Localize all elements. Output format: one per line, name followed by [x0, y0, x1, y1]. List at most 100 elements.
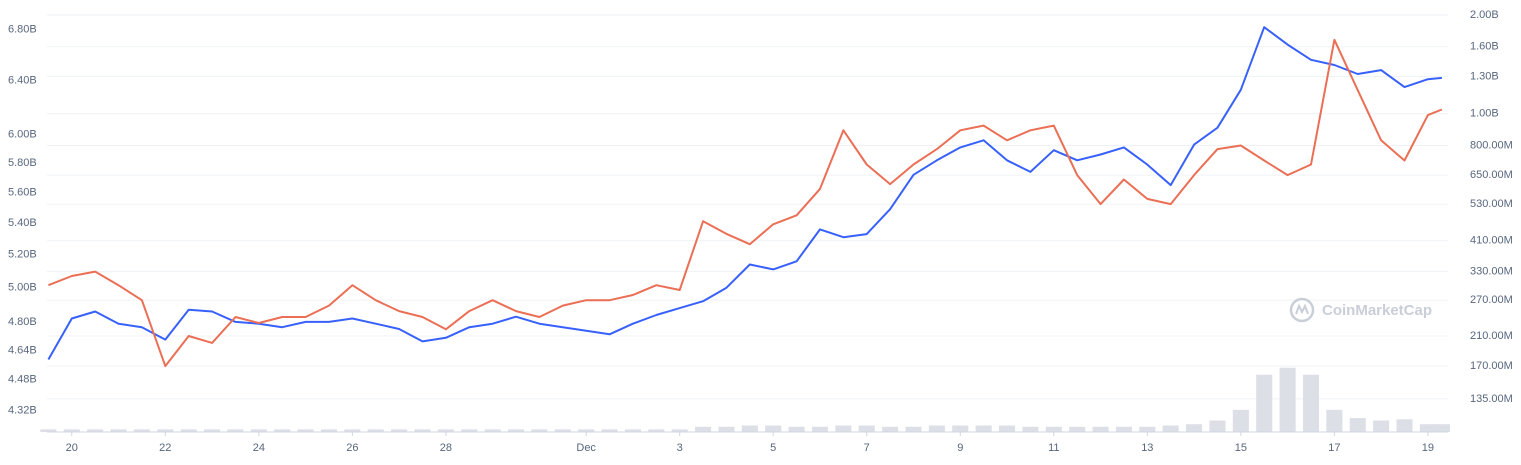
- volume-bar: [1209, 420, 1226, 432]
- volume-bar: [1092, 426, 1109, 432]
- y2-tick-label: 1.60B: [1470, 41, 1499, 53]
- volume-bar: [1302, 374, 1320, 432]
- x-tick-label: 26: [346, 442, 358, 454]
- volume-bar: [928, 425, 945, 432]
- y-tick-label: 5.00B: [8, 282, 37, 294]
- y2-tick-label: 410.00M: [1470, 235, 1513, 247]
- volume-bar: [87, 429, 104, 432]
- y-tick-label: 5.60B: [8, 187, 37, 199]
- volume-bar: [975, 425, 992, 432]
- volume-bar: [531, 429, 548, 432]
- y2-tick-label: 1.30B: [1470, 70, 1499, 82]
- volume-bar: [344, 429, 361, 432]
- y2-tick-label: 800.00M: [1470, 139, 1513, 151]
- volume-bar: [882, 426, 899, 432]
- x-tick-label: 19: [1422, 442, 1434, 454]
- y-tick-label: 4.64B: [8, 344, 37, 356]
- volume-bar: [1022, 426, 1039, 432]
- volume-bar: [1139, 426, 1156, 432]
- volume-bar: [1256, 374, 1273, 432]
- x-tick-label: 7: [864, 442, 870, 454]
- volume-bar: [554, 429, 571, 432]
- volume-bar: [1186, 424, 1203, 432]
- y-tick-label: 5.40B: [8, 217, 37, 229]
- volume-bar: [274, 429, 291, 432]
- watermark-logo: [1289, 297, 1315, 323]
- volume-bar: [484, 429, 501, 432]
- x-tick-label: 11: [1048, 442, 1059, 454]
- y2-tick-label: 530.00M: [1470, 198, 1513, 210]
- logo-mark: [1295, 303, 1309, 315]
- volume-bar: [765, 425, 782, 432]
- y-tick-label: 4.48B: [8, 374, 37, 386]
- x-tick-label: 13: [1141, 442, 1153, 454]
- volume-bar: [227, 429, 244, 432]
- volume-bar: [1326, 409, 1343, 432]
- volume-bar: [741, 425, 758, 432]
- logo-circle: [1289, 297, 1315, 323]
- volume-bar: [952, 425, 969, 432]
- x-tick-label: 5: [770, 442, 776, 454]
- volume-bar: [624, 429, 641, 432]
- x-tick-label: 24: [253, 442, 265, 454]
- x-tick-label: 20: [66, 442, 78, 454]
- x-tick-label: 3: [677, 442, 683, 454]
- volume-bar: [718, 426, 735, 432]
- volume-bar: [204, 429, 221, 432]
- volume-bar: [1115, 426, 1132, 432]
- volume-bar: [671, 429, 688, 432]
- volume-bar: [998, 425, 1016, 432]
- y2-tick-label: 650.00M: [1470, 169, 1513, 181]
- y-tick-label: 5.20B: [8, 249, 37, 261]
- y2-tick-label: 330.00M: [1470, 266, 1513, 278]
- volume-bar: [157, 429, 174, 432]
- volume-bar: [297, 429, 314, 432]
- volume-bar: [133, 429, 150, 432]
- volume-bar: [461, 429, 478, 432]
- volume-bar: [1419, 424, 1436, 432]
- series-line: [48, 38, 1443, 368]
- volume-bar: [648, 429, 665, 432]
- volume-bar: [391, 429, 408, 432]
- y-tick-label: 4.32B: [8, 404, 37, 416]
- volume-bar: [1349, 418, 1366, 432]
- volume-bar: [180, 429, 197, 432]
- volume-bar: [858, 425, 875, 432]
- volume-bar: [250, 429, 267, 432]
- volume-bar: [1232, 409, 1249, 432]
- volume-bar: [811, 426, 829, 432]
- y2-tick-label: 1.00B: [1470, 108, 1499, 120]
- volume-bar: [835, 425, 852, 432]
- volume-bar: [601, 429, 618, 432]
- volume-bar: [110, 429, 127, 432]
- x-tick-label: 17: [1328, 442, 1340, 454]
- volume-bar: [507, 429, 525, 432]
- y2-tick-label: 270.00M: [1470, 294, 1513, 306]
- y-tick-label: 6.00B: [8, 129, 37, 141]
- volume-bar: [1045, 426, 1062, 432]
- volume-bar: [437, 429, 454, 432]
- volume-bar: [1396, 419, 1413, 432]
- x-tick-label: Dec: [576, 442, 596, 454]
- y2-tick-label: 135.00M: [1470, 393, 1513, 405]
- volume-bar: [1279, 367, 1296, 432]
- volume-bar: [320, 429, 338, 432]
- volume-bar: [40, 429, 57, 432]
- volume-bar: [1069, 426, 1086, 432]
- x-tick-label: 22: [159, 442, 171, 454]
- y2-tick-label: 210.00M: [1470, 330, 1513, 342]
- volume-bar: [1373, 420, 1390, 432]
- volume-bar: [695, 426, 712, 432]
- volume-bar: [905, 426, 922, 432]
- volume-bar: [578, 429, 595, 432]
- y-tick-label: 4.80B: [8, 316, 37, 328]
- watermark: CoinMarketCap: [1322, 302, 1432, 319]
- y-tick-label: 6.80B: [8, 24, 37, 36]
- y2-tick-label: 2.00B: [1470, 9, 1499, 21]
- y-tick-label: 6.40B: [8, 74, 37, 86]
- volume-bar: [63, 429, 80, 432]
- volume-bar: [1162, 425, 1179, 432]
- series-line: [47, 26, 1442, 360]
